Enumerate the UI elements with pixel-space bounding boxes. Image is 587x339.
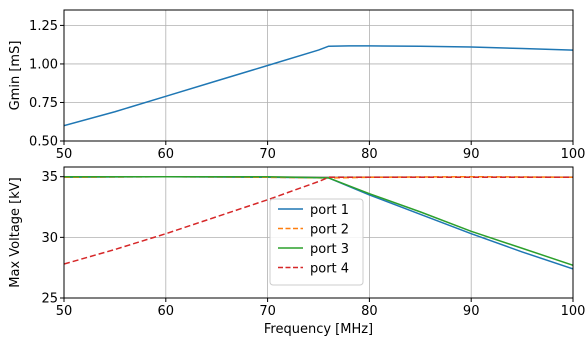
series-group	[64, 45, 573, 127]
y-tick-label: 30	[41, 231, 58, 246]
y-tick-label: 0.50	[29, 135, 58, 150]
y-tick-label: 25	[41, 292, 58, 307]
y-tick-label: 1.25	[29, 19, 58, 34]
x-tick-label: 70	[259, 304, 276, 319]
legend-box	[269, 198, 364, 286]
x-tick-label: 70	[259, 147, 276, 162]
x-tick-label: 60	[158, 147, 175, 162]
x-tick-label: 80	[361, 147, 378, 162]
x-tick-label: 50	[56, 304, 73, 319]
series-group	[64, 175, 573, 270]
x-axis-label: Frequency [MHz]	[264, 322, 373, 337]
legend-label-port-1: port 1	[310, 203, 349, 218]
x-tick-label: 90	[463, 147, 480, 162]
series-line-port-3	[64, 175, 573, 266]
axes-frame	[63, 9, 574, 142]
x-tick-label: 100	[561, 304, 586, 319]
series-line-1	[64, 45, 573, 127]
x-tick-label: 80	[361, 304, 378, 319]
y-tick-label: 1.00	[29, 57, 58, 72]
series-line-port-4	[64, 176, 573, 265]
legend-label-port-3: port 3	[310, 242, 349, 257]
legend-label-port-4: port 4	[310, 262, 349, 277]
y-tick-label: 0.75	[29, 96, 58, 111]
x-tick-label: 90	[463, 304, 480, 319]
x-tick-label: 60	[158, 304, 175, 319]
y-axis-label: Gmin [mS]	[8, 41, 23, 111]
chart-panel-1: 50 60 70 80 90 100 0.50 0.75 1.00 1.25 Gmin [mS]	[8, 9, 586, 162]
x-tick-label: 50	[56, 147, 73, 162]
x-tick-label: 100	[561, 147, 586, 162]
legend: port 1 port 2 port 3 port 4	[269, 198, 364, 286]
y-axis-label: Max Voltage [kV]	[8, 177, 23, 287]
legend-label-port-2: port 2	[310, 223, 349, 238]
y-tick-label: 35	[41, 170, 58, 185]
axes-frame	[63, 166, 574, 299]
chart-panel-2: 50 60 70 80 90 100 25 30 35 Max Voltage [kV] Frequ…	[8, 166, 586, 337]
